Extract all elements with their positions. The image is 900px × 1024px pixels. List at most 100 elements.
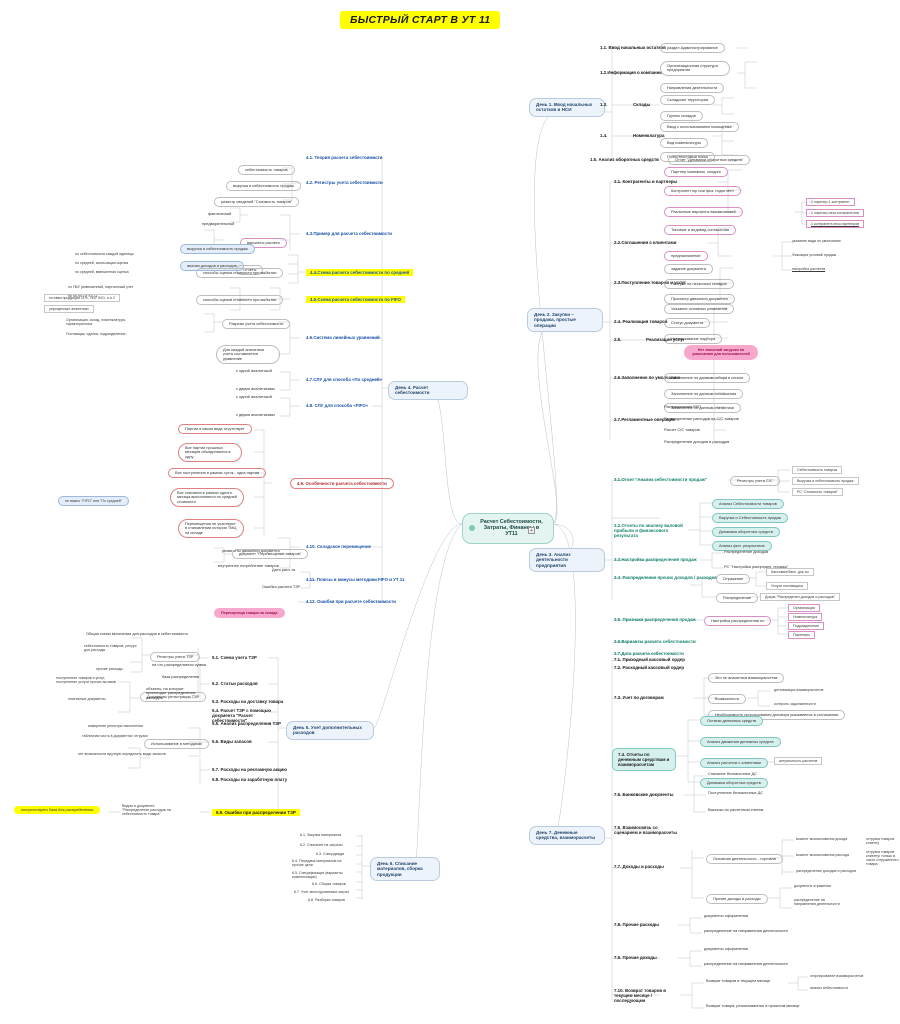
- d4-item-7b[interactable]: с двумя аналитиками: [236, 386, 275, 391]
- d7-item-2[interactable]: 7.2. Расходный кассовый ордер: [614, 665, 685, 670]
- d4-item-10[interactable]: 4.10. Складское перемещение: [306, 544, 372, 549]
- d4-item-10b[interactable]: документ "Перемещение товаров": [232, 549, 309, 560]
- d3-item-4[interactable]: 3.4. Распределение прочих доходов / расх…: [614, 575, 718, 580]
- d2-item-1c1[interactable]: 1 партнер-1 контрагент: [806, 198, 855, 207]
- d5-item-6[interactable]: 5.6. Виды запасов: [212, 739, 252, 744]
- d7-item-7a[interactable]: Основная деятельность - торговля: [706, 854, 783, 865]
- d2-item-2b[interactable]: предназначение: [664, 251, 708, 262]
- d5-item-2c[interactable]: объекты, на которые происходит распредел…: [146, 686, 196, 700]
- d5-item-6b[interactable]: табличная часть в документах отгрузки: [82, 734, 148, 738]
- d4-item-6c[interactable]: Поставщик, сделка, подразделение...: [66, 332, 129, 336]
- d7-item-7a2[interactable]: момент возникновения расхода: [796, 853, 849, 857]
- d7-item-6[interactable]: 7.6. Взаимосвязь со сценарием и взаимора…: [614, 825, 677, 836]
- d7-item-10[interactable]: 7.10. Возврат товаров в текущем месяце /…: [614, 988, 666, 1004]
- d6-item-2[interactable]: 6.2. Списание на затраты: [300, 843, 343, 847]
- d3-item-5a[interactable]: Настройка распределения по: [704, 616, 772, 627]
- d4-item-5a[interactable]: по ПБУ (взвешенный, партионный учет: [68, 285, 134, 289]
- d2-item-1[interactable]: 2.1. Контрагенты и партнеры: [614, 179, 678, 184]
- d3-item-5a3[interactable]: Подразделение: [788, 622, 825, 631]
- d3-item-4b[interactable]: Распределение: [716, 593, 759, 604]
- d3-item-2d[interactable]: Анализ фин. результатов: [712, 541, 772, 552]
- d5-item-1e[interactable]: Документы регистрации ТЗР: [140, 692, 207, 703]
- d2-item-2b3[interactable]: настройка расчетов: [792, 267, 826, 271]
- d2-item-1a[interactable]: Партнер компания, холдинг: [664, 167, 729, 178]
- d4-item-4a[interactable]: по себестоимости каждой единицы: [75, 252, 134, 256]
- d1-item-2a[interactable]: Организационная структура предприятия: [660, 61, 730, 76]
- d1-item-3a[interactable]: Складские территории: [660, 95, 716, 106]
- d3-item-6[interactable]: 3.6.Варианты расчета себестоимости: [614, 639, 696, 644]
- d2-item-7c[interactable]: Расчет С/С товаров: [664, 427, 700, 432]
- d7-item-7a1x[interactable]: отгрузка товаров клиенту: [866, 837, 895, 846]
- d4-item-2c[interactable]: ризистр сведений "Стоимость товаров": [214, 197, 300, 208]
- d2-item-6b[interactable]: Заполнение по данным соглашения: [664, 389, 744, 400]
- d3-item-4a1[interactable]: Кассовые/банк. док-ты: [766, 568, 814, 577]
- d3-item-2b[interactable]: Выручка и Себестоимость продаж: [712, 513, 789, 524]
- d2-item-7[interactable]: 2.7.Регламентные операции: [614, 417, 676, 422]
- d4-item-12[interactable]: 4.12. Ошибки при расчете себестоимости: [306, 599, 396, 604]
- d5-item-2a[interactable]: на что распределяется сумма: [152, 662, 206, 667]
- d2-item-5-num[interactable]: 2.5.: [614, 337, 622, 342]
- d4-item-5b[interactable]: по МСФО и УУ 11: [68, 294, 98, 298]
- d3-item-4a[interactable]: Отражение: [716, 574, 751, 585]
- d5-item-2[interactable]: 5.2. Статьи расходов: [212, 681, 258, 686]
- d2-item-7a[interactable]: Распределение РКП: [664, 404, 701, 409]
- d6-item-1[interactable]: 6.1. Закупка материалов: [300, 833, 342, 837]
- d3-item-2c[interactable]: Динамика оборотных средств: [712, 527, 780, 538]
- d2-item-4b[interactable]: Статус документа: [664, 318, 711, 329]
- d7-item-7[interactable]: 7.7. Доходы и расходы: [614, 864, 664, 869]
- branch-day-6[interactable]: День 6. Списание материалов, сборка прод…: [370, 857, 440, 881]
- d1-item-4[interactable]: Номенклатура: [633, 133, 665, 138]
- d4-item-6a[interactable]: Разрезы учета себестоимости: [222, 319, 291, 330]
- d4-item-2b[interactable]: выручка и себестоимость продаж: [226, 181, 301, 192]
- d2-item-7d[interactable]: Распределение доходов и расходов: [664, 439, 730, 444]
- d1-item-2b[interactable]: Направления деятельности: [660, 83, 725, 94]
- d3-item-1[interactable]: 3.1.Отчет "Анализ себестоимости продаж": [614, 477, 707, 482]
- d4-item-11a[interactable]: Дата расч-та: [272, 567, 296, 572]
- d4-item-7[interactable]: 4.7.СЛУ для способа «По средней»: [306, 377, 383, 382]
- d7-item-8a[interactable]: документы оформления: [704, 913, 748, 918]
- d2-item-3[interactable]: 2.3.Поступление товаров и услуг: [614, 280, 686, 285]
- d5-item-6a[interactable]: измерение регистры накопления: [88, 724, 144, 728]
- d1-item-4a[interactable]: Ввод с использованием помощника: [660, 122, 739, 133]
- d4-item-5e[interactable]: способы оценки стоимости при выбытии: [196, 295, 284, 306]
- d7-item-4a[interactable]: Остатки денежных средств: [700, 716, 764, 727]
- d2-item-2b1[interactable]: указание вида по умолчанию: [792, 239, 841, 243]
- d7-item-10a2[interactable]: анализ себестоимости: [810, 986, 848, 990]
- d7-item-7a1[interactable]: момент возникновения дохода: [796, 837, 848, 841]
- d4-item-8b[interactable]: с двумя аналитиками: [236, 412, 275, 417]
- d5-item-4[interactable]: 5.4. Расчет ТЗР с помощью документа "Рас…: [212, 708, 272, 724]
- d4-item-3b[interactable]: предварительный: [202, 221, 235, 226]
- d4-item-6[interactable]: 4.6.Система линейных уравнений: [306, 335, 380, 340]
- d5-item-1c[interactable]: себестоимость товаров, ресурс доп.расход…: [84, 644, 137, 653]
- d5-item-9[interactable]: 5.9. Ошибки при распределении ТЗР: [212, 809, 300, 817]
- d7-item-9b[interactable]: распределение на направления деятельност…: [704, 961, 788, 966]
- d3-item-1a[interactable]: Регистры учета С/С: [730, 476, 780, 487]
- d7-item-4c[interactable]: Анализ расчетов с клиентами: [700, 758, 768, 769]
- branch-day-1[interactable]: День 1. Ввод начальных остатков и НСИ: [529, 98, 605, 117]
- branch-day-4[interactable]: День 4. Расчет себестоимости: [388, 381, 468, 400]
- d2-item-1c3[interactable]: 1 контрагент-неск.партнеров: [806, 220, 865, 229]
- d1-item-3-num[interactable]: 1.3.: [600, 102, 608, 107]
- d1-item-1[interactable]: 1.1. Ввод начальных остатков: [600, 45, 666, 50]
- d7-item-9[interactable]: 7.9. Прочие доходы: [614, 955, 657, 960]
- d6-item-5[interactable]: 6.5. Спецификация (варианты комплектации…: [292, 871, 343, 880]
- branch-day-2[interactable]: День 2. Закупки – продажа, простые опера…: [527, 308, 603, 332]
- d5-item-9a[interactable]: Видны в документе "Распределение расходо…: [122, 804, 171, 817]
- d2-item-2[interactable]: 2.2.Соглашения с клиентами: [614, 240, 677, 245]
- d4-item-10c[interactable]: внутреннее потребление товаров: [218, 563, 279, 568]
- d4-item-9f[interactable]: не важно "FIFO" или "По средней": [58, 496, 130, 507]
- d2-item-6c[interactable]: Заполнение по данным статистики: [664, 403, 741, 414]
- d7-item-10a[interactable]: Возврат товаров в текущем месяце: [706, 978, 771, 983]
- d7-item-7a3[interactable]: распределение доходов и расходов: [796, 869, 856, 873]
- d4-item-9c[interactable]: Все поступления в рамках суток - одна па…: [168, 468, 267, 479]
- d4-item-8a[interactable]: с одной аналитикой: [236, 394, 272, 399]
- d7-item-3a[interactable]: Это не аналитика взаиморасчетов: [708, 673, 785, 684]
- d7-item-7b[interactable]: Прочие доходы и расходы: [706, 894, 768, 905]
- d3-item-1a3[interactable]: РС "Стоимость товаров": [792, 488, 843, 497]
- d4-item-3[interactable]: 4.3.Пример для расчета себестоимости: [306, 231, 392, 236]
- d3-item-2a[interactable]: Анализ Себестоимости товаров: [712, 499, 784, 510]
- d4-item-4c[interactable]: по средней, взвешенная оценка: [75, 270, 129, 274]
- d3-item-5a2[interactable]: Номенклатура: [788, 613, 823, 622]
- d7-item-7b2[interactable]: распределение на направления деятельност…: [794, 898, 840, 907]
- d3-item-1a1[interactable]: Себестоимость товаров: [792, 466, 843, 475]
